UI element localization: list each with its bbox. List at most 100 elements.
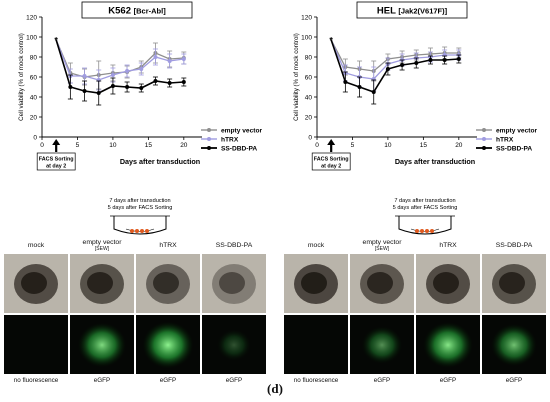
x-axis-label: Days after transduction — [120, 157, 200, 166]
column-title: mock — [307, 242, 325, 249]
dish-outline — [113, 216, 167, 235]
fluorescence-image — [4, 315, 68, 374]
data-point — [82, 74, 87, 78]
legend-marker — [482, 146, 486, 150]
chart-title-suffix: [Jak2(V617F)] — [398, 7, 447, 16]
brightfield-colony — [360, 264, 404, 304]
fluorescence-glow — [217, 329, 251, 361]
chart-title-box — [356, 1, 468, 19]
data-point — [68, 85, 73, 89]
data-point — [153, 55, 158, 59]
chart-title: HEL [Jak2(V617F)] — [377, 6, 448, 17]
legend-marker — [207, 128, 211, 132]
column-title: empty vector [SEW] — [362, 239, 402, 252]
fluorescence-glow — [4, 315, 68, 374]
chart-title-name: HEL — [377, 6, 398, 17]
colony-core — [219, 272, 245, 294]
brightfield-colony — [294, 264, 338, 304]
y-axis-label: Cell viability (% of mock control) — [293, 33, 300, 121]
brightfield-colony — [212, 264, 256, 304]
y-tick-label: 120 — [26, 14, 37, 21]
glow-blob — [77, 322, 127, 368]
legend-label: hTRX — [221, 137, 239, 144]
glow-blob — [361, 326, 403, 364]
x-tick-label: 10 — [384, 142, 392, 149]
legend-marker — [207, 146, 211, 150]
x-tick-label: 5 — [351, 142, 355, 149]
x-tick-label: 0 — [315, 142, 319, 149]
glow-blob — [142, 321, 194, 369]
x-tick-label: 20 — [455, 142, 463, 149]
y-tick-label: 20 — [30, 114, 38, 121]
cell-dot — [140, 229, 144, 233]
series-line-0 — [330, 39, 459, 72]
start-point-marker: * — [329, 36, 333, 46]
column-title: hTRX — [159, 242, 177, 249]
colony-core — [153, 272, 179, 294]
brightfield-colony — [80, 264, 124, 304]
data-point — [357, 85, 362, 89]
facs-annotation-line2: at day 2 — [46, 164, 66, 170]
series-line-2 — [330, 39, 459, 93]
fluorescence-image — [482, 315, 546, 374]
fluorescence-image — [284, 315, 348, 374]
colony-core — [301, 272, 327, 294]
brightfield-image — [136, 254, 200, 313]
panel-label: (d) — [267, 381, 283, 396]
facs-annotation-line1: FACS Sorting — [314, 157, 349, 163]
fluorescence-image — [416, 315, 480, 374]
y-tick-label: 80 — [305, 54, 313, 61]
y-tick-label: 80 — [30, 54, 38, 61]
brightfield-image — [70, 254, 134, 313]
legend-marker — [482, 137, 486, 141]
brightfield-image — [416, 254, 480, 313]
data-point — [181, 80, 186, 84]
timeline-text-line1: 7 days after transduction — [394, 198, 455, 204]
data-point — [110, 84, 115, 88]
k562-viability-chart: K562 [Bcr-Abl] 0 20 40 60 80 100 120 0 5 10 15 20 Cel… — [18, 1, 262, 171]
data-point — [400, 63, 405, 67]
data-point — [125, 69, 130, 73]
column-caption: no fluorescence — [293, 377, 339, 384]
colony-core — [499, 272, 525, 294]
column-title: hTRX — [439, 242, 457, 249]
cell-dot — [425, 229, 429, 233]
series-line-1 — [55, 39, 184, 81]
legend-label: empty vector — [221, 128, 262, 135]
data-point — [456, 57, 461, 61]
y-tick-label: 40 — [305, 94, 313, 101]
fluorescence-glow — [77, 322, 127, 368]
y-tick-label: 60 — [305, 74, 313, 81]
cell-dot — [145, 229, 149, 233]
column-title: SS-DBD-PA — [495, 242, 533, 249]
facs-annotation-box — [311, 152, 351, 171]
column-caption: eGFP — [439, 377, 457, 384]
y-axis-label: Cell viability (% of mock control) — [18, 33, 25, 121]
data-point — [414, 61, 419, 65]
x-tick-label: 15 — [420, 142, 428, 149]
brightfield-image — [284, 254, 348, 313]
colony-core — [87, 272, 113, 294]
brightfield-colony — [492, 264, 536, 304]
dish-outline — [398, 216, 452, 235]
chart-title-box — [81, 1, 193, 19]
glow-blob — [491, 324, 537, 366]
x-tick-label: 0 — [40, 142, 44, 149]
y-tick-label: 120 — [301, 14, 312, 21]
facs-arrow-head — [327, 139, 336, 145]
x-tick-label: 10 — [109, 142, 117, 149]
column-caption: eGFP — [505, 377, 523, 384]
brightfield-colony — [426, 264, 470, 304]
y-tick-label: 40 — [30, 94, 38, 101]
timeline-text-line1: 7 days after transduction — [109, 198, 170, 204]
data-point — [181, 57, 186, 61]
facs-annotation-line2: at day 2 — [321, 164, 341, 170]
x-tick-label: 5 — [76, 142, 80, 149]
data-point — [343, 80, 348, 84]
data-point — [139, 86, 144, 90]
x-tick-label: 15 — [145, 142, 153, 149]
glow-blob — [217, 329, 251, 361]
chart-title-suffix: [Bcr-Abl] — [134, 7, 167, 16]
facs-arrow-head — [52, 139, 61, 145]
